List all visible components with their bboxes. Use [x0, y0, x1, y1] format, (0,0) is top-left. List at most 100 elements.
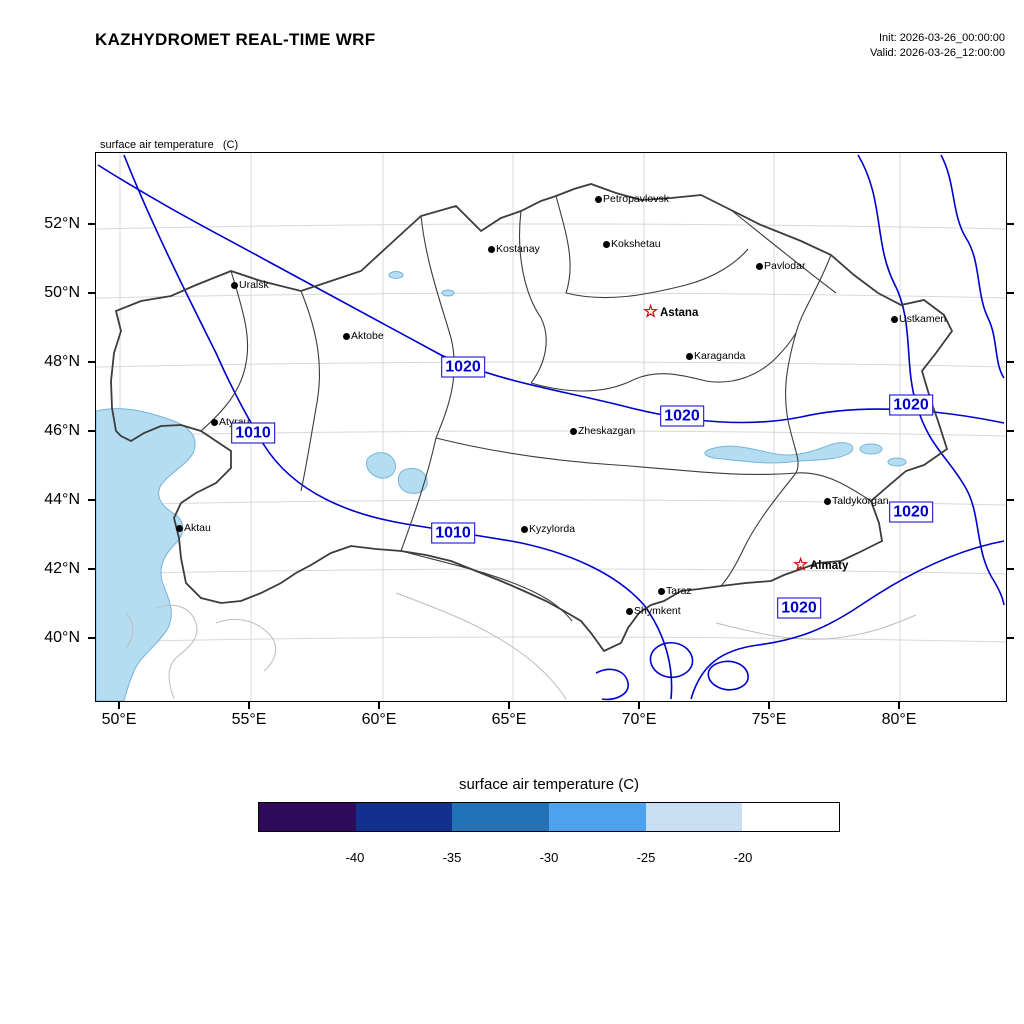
colorbar-segment	[645, 803, 743, 831]
field-line-temperature: surface air temperature (C)	[100, 139, 239, 151]
lakes	[365, 271, 907, 494]
colorbar-segment	[549, 803, 646, 831]
city-label: Astana	[660, 307, 699, 319]
city-label: Aktobe	[351, 330, 384, 342]
colorbar-tick-labels: -40 -35 -30 -25 -20	[258, 850, 840, 868]
y-axis-tick-label: 52°N	[44, 215, 80, 232]
foreign-coastlines	[125, 592, 917, 700]
x-axis-tick-mark	[378, 702, 380, 709]
lake-balkhash	[704, 442, 854, 464]
city-label: Karaganda	[694, 350, 746, 362]
y-axis-tick-mark	[1007, 568, 1014, 570]
city-label: Almaty	[810, 560, 849, 572]
pressure-label: 1020	[777, 597, 821, 619]
x-axis-tick-label: 60°E	[361, 711, 397, 728]
colorbar-segment	[452, 803, 550, 831]
y-axis-tick-label: 46°N	[44, 422, 80, 439]
city-dot-icon	[230, 281, 238, 289]
city-label: Kokshetau	[611, 238, 661, 250]
city-dot-icon	[685, 352, 693, 360]
map-canvas	[96, 153, 1006, 701]
y-axis-tick-mark	[1007, 637, 1014, 639]
y-axis-tick-label: 44°N	[44, 491, 80, 508]
colorbar-tick-label: -35	[442, 850, 462, 865]
city-dot-icon	[569, 427, 577, 435]
y-axis-tick-label: 40°N	[44, 629, 80, 646]
x-axis-tick-label: 55°E	[231, 711, 267, 728]
graticule	[96, 153, 1006, 701]
pressure-label: 1020	[889, 394, 933, 416]
x-axis-tick-mark	[768, 702, 770, 709]
city-label: Pavlodar	[764, 260, 806, 272]
colorbar-tick-label: -30	[539, 850, 559, 865]
country-borders	[110, 183, 954, 653]
y-axis-tick-label: 48°N	[44, 353, 80, 370]
valid-time: Valid: 2026-03-26_12:00:00	[870, 47, 1005, 59]
colorbar-title: surface air temperature (C)	[458, 776, 640, 793]
pressure-contours	[97, 154, 1005, 701]
city-label: Uralsk	[239, 279, 269, 291]
city-label: Kyzylorda	[529, 523, 576, 535]
y-axis-tick-mark	[88, 430, 95, 432]
city-dot-icon	[823, 497, 831, 505]
y-axis-tick-mark	[88, 361, 95, 363]
capital-star-icon: ☆	[793, 555, 809, 574]
x-axis-tick-mark	[508, 702, 510, 709]
y-axis-tick-label: 50°N	[44, 284, 80, 301]
y-axis-tick-mark	[1007, 223, 1014, 225]
x-axis-tick-label: 50°E	[101, 711, 137, 728]
map-overlays: Petropavlovsk Kostanay Kokshetau Pavlodar Ur…	[96, 153, 1006, 701]
city-dot-icon	[594, 195, 602, 203]
y-axis-tick-mark	[1007, 292, 1014, 294]
y-axis-tick-mark	[88, 568, 95, 570]
pressure-label: 1020	[889, 501, 933, 523]
city-dot-icon	[487, 245, 495, 253]
colorbar-tick-label: -40	[345, 850, 365, 865]
region-borders	[200, 195, 872, 622]
pressure-label: 1020	[660, 405, 704, 427]
init-time: Init: 2026-03-26_00:00:00	[879, 32, 1005, 44]
x-axis-tick-label: 70°E	[621, 711, 657, 728]
x-axis-tick-mark	[248, 702, 250, 709]
x-axis-tick-mark	[638, 702, 640, 709]
pressure-label: 1010	[231, 422, 275, 444]
caspian-sea	[96, 408, 196, 701]
colorbar-tick-label: -20	[733, 850, 753, 865]
city-dot-icon	[657, 587, 665, 595]
y-axis-tick-label: 42°N	[44, 560, 80, 577]
y-axis-tick-mark	[1007, 430, 1014, 432]
y-axis-tick-mark	[88, 223, 95, 225]
city-label: Ustkamen	[899, 313, 947, 325]
city-dot-icon	[520, 525, 528, 533]
page-title: KAZHYDROMET REAL-TIME WRF	[95, 30, 376, 49]
x-axis-tick-label: 75°E	[751, 711, 787, 728]
aral-sea	[365, 452, 396, 479]
city-dot-icon	[755, 262, 763, 270]
colorbar-segment	[742, 803, 840, 831]
x-axis-tick-mark	[118, 702, 120, 709]
kazakhstan-outline	[110, 183, 954, 653]
y-axis-tick-mark	[1007, 499, 1014, 501]
city-dot-icon	[625, 607, 633, 615]
y-axis-tick-mark	[88, 292, 95, 294]
map-frame: Petropavlovsk Kostanay Kokshetau Pavlodar Ur…	[95, 152, 1007, 702]
x-axis-tick-mark	[898, 702, 900, 709]
colorbar-tick-label: -25	[636, 850, 656, 865]
city-label: Petropavlovsk	[603, 193, 669, 205]
y-axis-tick-mark	[88, 637, 95, 639]
city-label: Aktau	[184, 522, 211, 534]
city-dot-icon	[602, 240, 610, 248]
colorbar-segment	[259, 803, 356, 831]
city-label: Taraz	[666, 585, 692, 597]
pressure-label: 1020	[441, 356, 485, 378]
run-times: Init: 2026-03-26_00:00:00 Valid: 2026-03…	[870, 31, 1005, 61]
colorbar-segment	[355, 803, 453, 831]
city-label: Kostanay	[496, 243, 540, 255]
y-axis-tick-mark	[88, 499, 95, 501]
city-label: Shymkent	[634, 605, 681, 617]
city-label: Taldykorgan	[832, 495, 889, 507]
pressure-label: 1010	[431, 522, 475, 544]
colorbar	[258, 802, 840, 832]
city-dot-icon	[890, 315, 898, 323]
